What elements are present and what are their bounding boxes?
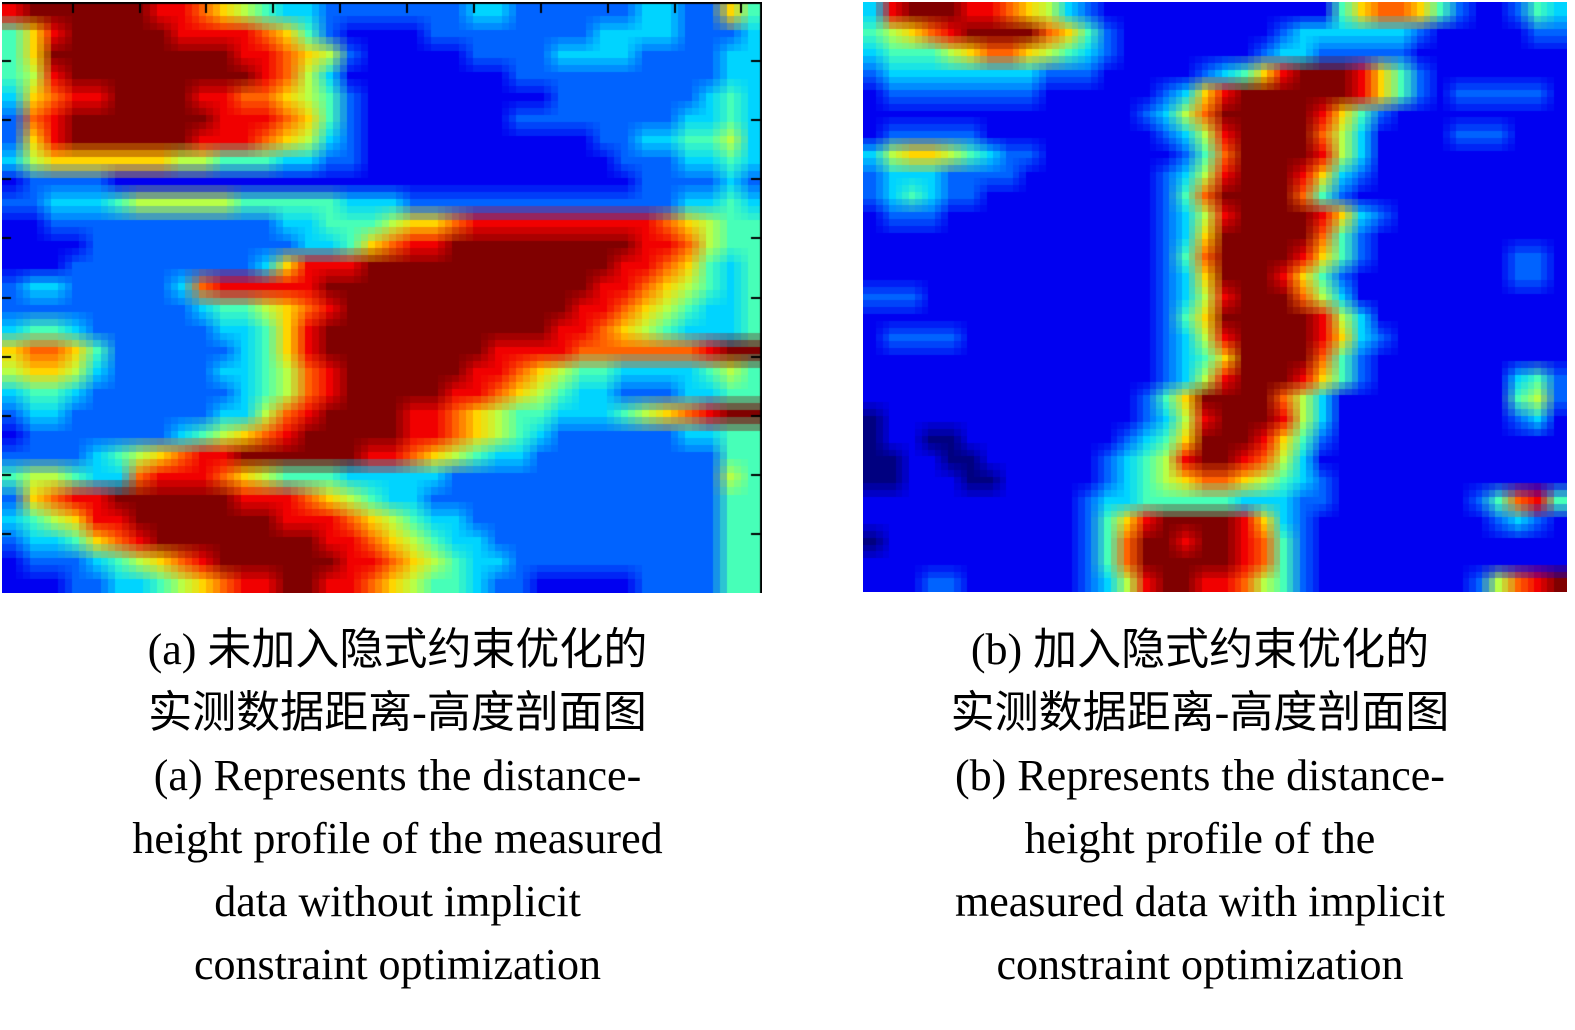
caption-a-line-4: height profile of the measured bbox=[132, 814, 663, 863]
caption-b-line-6: constraint optimization bbox=[996, 940, 1404, 989]
caption-a-line-6: constraint optimization bbox=[194, 940, 601, 989]
caption-a-line-5: data without implicit bbox=[214, 877, 581, 926]
panel-a bbox=[2, 2, 762, 593]
caption-b-line-2: 实测数据距离-高度剖面图 bbox=[950, 688, 1450, 737]
caption-a-line-2: 实测数据距离-高度剖面图 bbox=[148, 688, 647, 737]
caption-b-line-4: height profile of the bbox=[1024, 814, 1376, 863]
heatmap-b bbox=[863, 2, 1567, 592]
caption-b-line-3: (b) Represents the distance- bbox=[955, 751, 1445, 800]
panel-b bbox=[863, 2, 1567, 592]
caption-a-line-3: (a) Represents the distance- bbox=[153, 751, 642, 800]
caption-b-line-1: (b) 加入隐式约束优化的 bbox=[970, 625, 1430, 674]
caption-b: (b) 加入隐式约束优化的 实测数据距离-高度剖面图 (b) Represent… bbox=[825, 618, 1575, 996]
caption-a: (a) 未加入隐式约束优化的 实测数据距离-高度剖面图 (a) Represen… bbox=[0, 618, 795, 996]
caption-a-line-1: (a) 未加入隐式约束优化的 bbox=[147, 625, 648, 674]
heatmap-a bbox=[2, 2, 762, 593]
caption-b-line-5: measured data with implicit bbox=[955, 877, 1445, 926]
